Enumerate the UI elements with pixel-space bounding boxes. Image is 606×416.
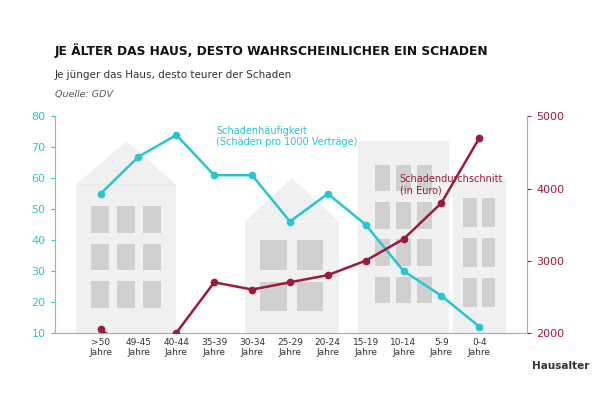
FancyBboxPatch shape: [297, 282, 324, 312]
FancyBboxPatch shape: [453, 178, 506, 333]
FancyBboxPatch shape: [417, 202, 432, 228]
Text: JE ÄLTER DAS HAUS, DESTO WAHRSCHEINLICHER EIN SCHADEN: JE ÄLTER DAS HAUS, DESTO WAHRSCHEINLICHE…: [55, 44, 488, 58]
FancyBboxPatch shape: [464, 198, 476, 227]
FancyBboxPatch shape: [417, 165, 432, 191]
FancyBboxPatch shape: [396, 202, 411, 228]
FancyBboxPatch shape: [482, 238, 495, 267]
FancyBboxPatch shape: [375, 165, 390, 191]
FancyBboxPatch shape: [482, 198, 495, 227]
FancyBboxPatch shape: [375, 277, 390, 303]
FancyBboxPatch shape: [482, 278, 495, 307]
FancyBboxPatch shape: [117, 244, 136, 270]
FancyBboxPatch shape: [143, 206, 161, 233]
FancyBboxPatch shape: [396, 165, 411, 191]
FancyBboxPatch shape: [464, 238, 476, 267]
FancyBboxPatch shape: [117, 206, 136, 233]
FancyBboxPatch shape: [260, 282, 287, 312]
FancyBboxPatch shape: [417, 277, 432, 303]
FancyBboxPatch shape: [244, 222, 339, 333]
FancyBboxPatch shape: [91, 244, 110, 270]
Text: Schadenhäufigkeit
(Schäden pro 1000 Verträge): Schadenhäufigkeit (Schäden pro 1000 Vert…: [216, 126, 358, 147]
FancyBboxPatch shape: [91, 281, 110, 308]
FancyBboxPatch shape: [91, 206, 110, 233]
Text: Quelle: GDV: Quelle: GDV: [55, 90, 113, 99]
FancyBboxPatch shape: [396, 277, 411, 303]
Text: Je jünger das Haus, desto teurer der Schaden: Je jünger das Haus, desto teurer der Sch…: [55, 70, 292, 80]
FancyBboxPatch shape: [396, 239, 411, 266]
FancyBboxPatch shape: [260, 240, 287, 270]
FancyBboxPatch shape: [143, 281, 161, 308]
FancyBboxPatch shape: [375, 239, 390, 266]
FancyBboxPatch shape: [417, 239, 432, 266]
Polygon shape: [76, 141, 176, 184]
FancyBboxPatch shape: [143, 244, 161, 270]
FancyBboxPatch shape: [76, 184, 176, 333]
Text: Hausalter: Hausalter: [532, 361, 589, 371]
FancyBboxPatch shape: [358, 141, 449, 333]
FancyBboxPatch shape: [464, 278, 476, 307]
FancyBboxPatch shape: [297, 240, 324, 270]
FancyBboxPatch shape: [375, 202, 390, 228]
Polygon shape: [244, 178, 339, 222]
FancyBboxPatch shape: [117, 281, 136, 308]
Text: Schadendurchschnitt
(in Euro): Schadendurchschnitt (in Euro): [400, 174, 503, 196]
